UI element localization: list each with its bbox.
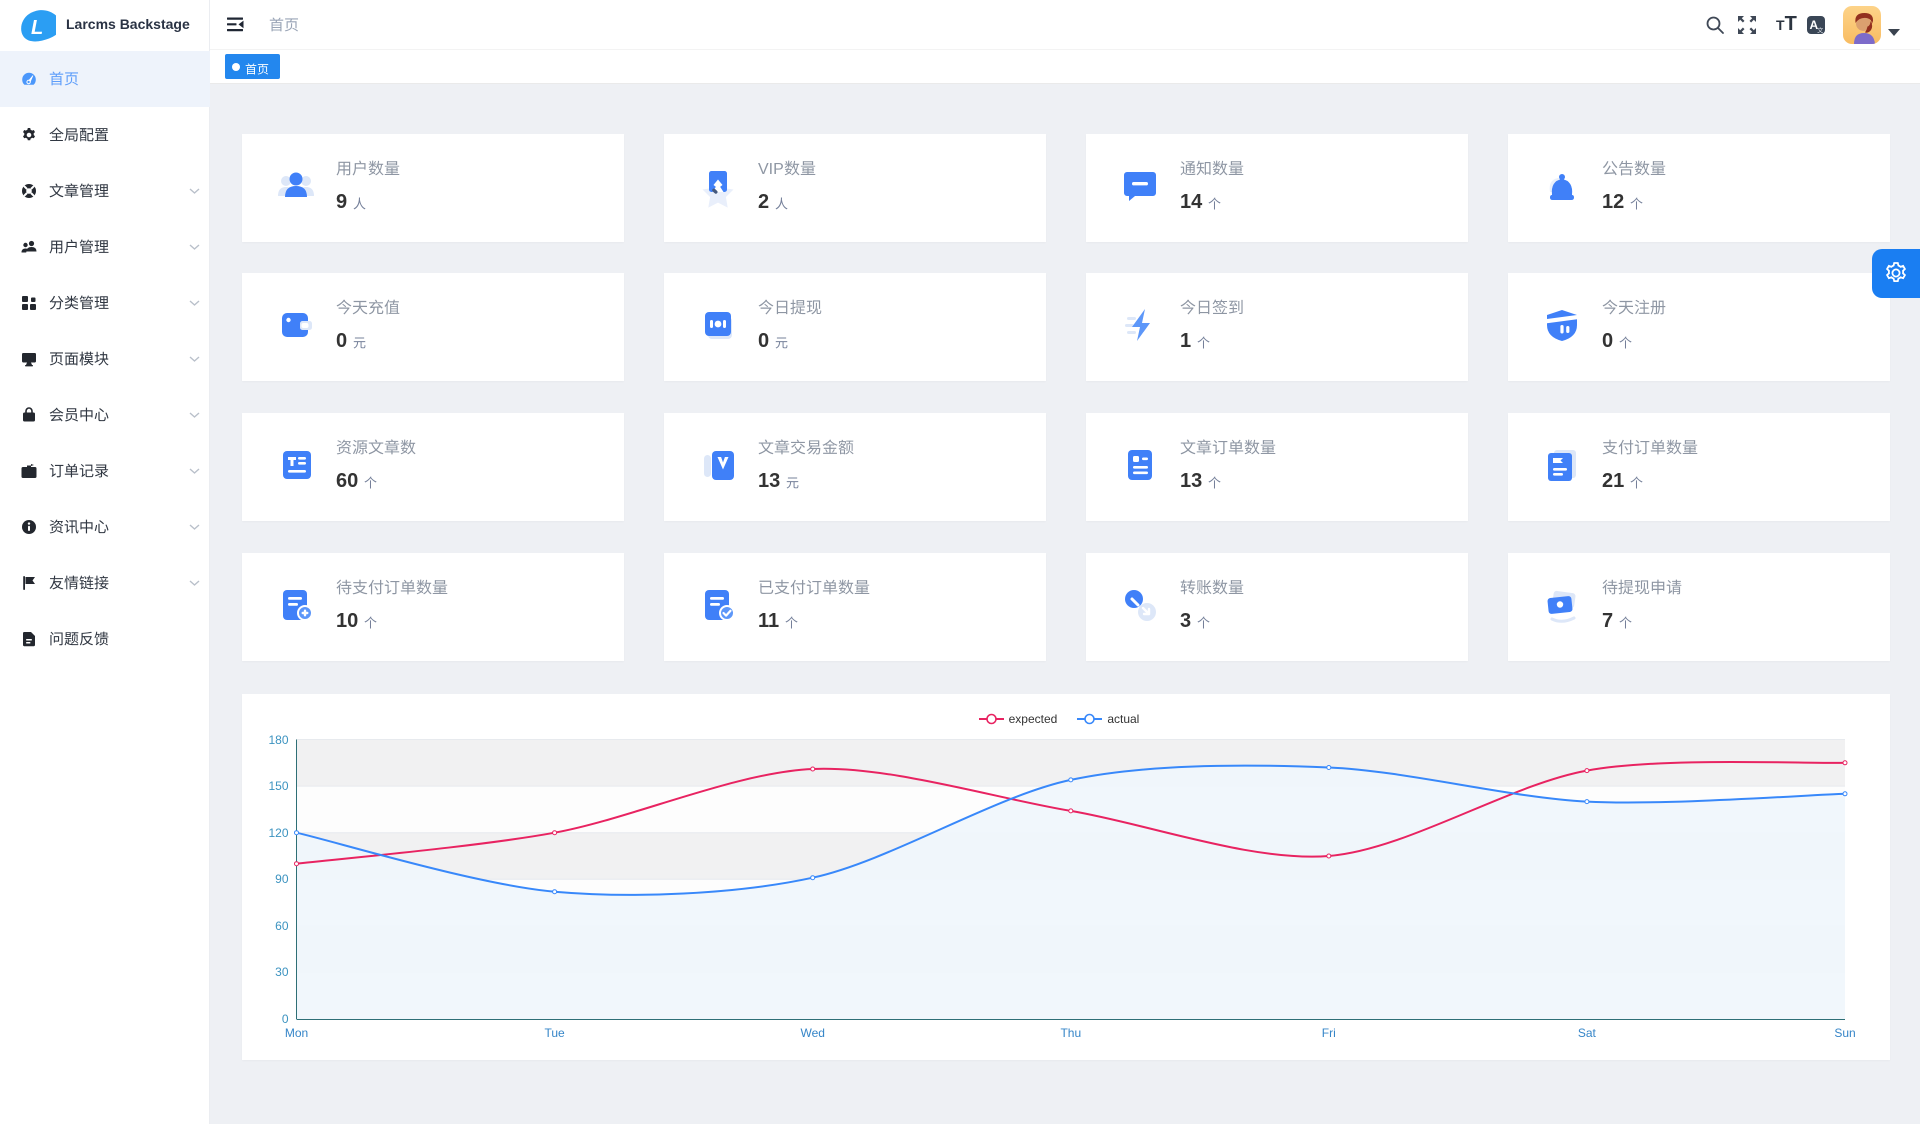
svg-text:L: L: [31, 17, 43, 39]
